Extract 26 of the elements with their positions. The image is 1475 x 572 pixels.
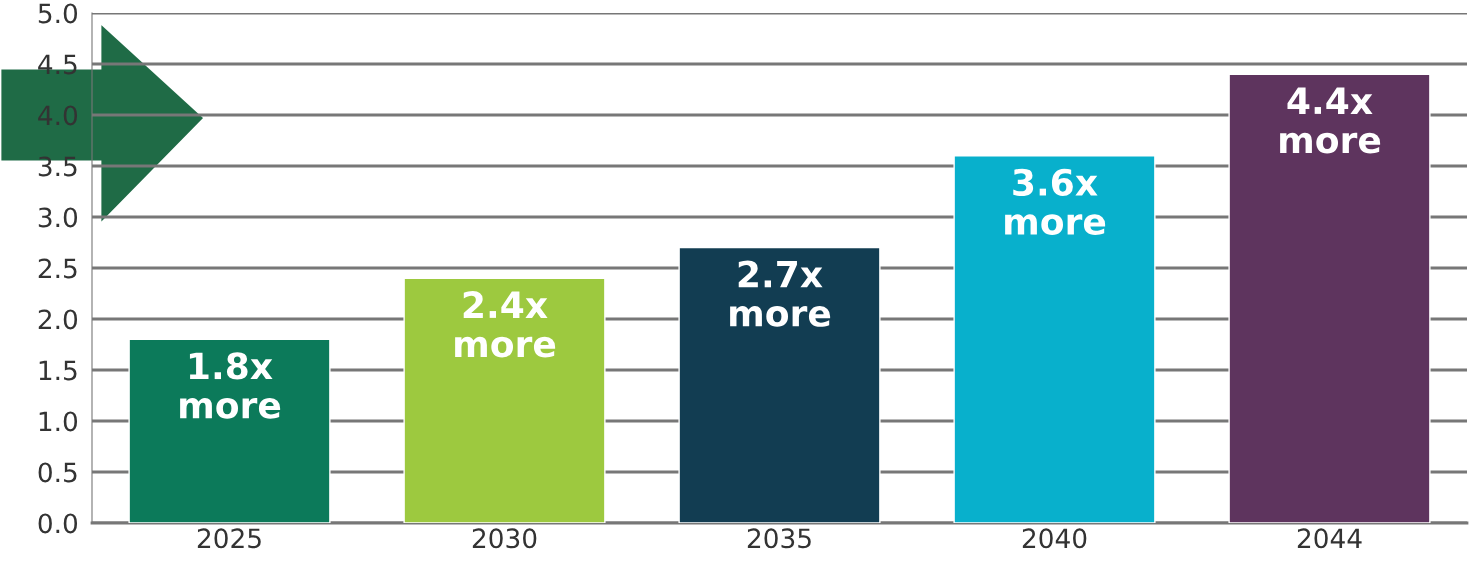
x-tick-label: 2035 (747, 528, 811, 549)
bar (953, 155, 1156, 523)
data-label: 2.7x more (730, 260, 831, 327)
text: 3.0 (38, 207, 78, 228)
data-label: 3.6x more (1005, 168, 1106, 236)
data-label: 4.4x more (1280, 87, 1381, 154)
text: 5.0 (38, 3, 78, 24)
text: 1.5 (39, 360, 77, 381)
text: 2.5 (38, 258, 77, 279)
text: 2.0 (38, 309, 78, 330)
text: 1.0 (39, 411, 78, 432)
text: 0.5 (38, 462, 77, 483)
text: 3.5 (38, 156, 77, 177)
x-tick-label: 2044 (1297, 528, 1362, 549)
x-tick-label: 2040 (1022, 528, 1087, 549)
bar (1228, 73, 1431, 523)
data-label: 2.4x more (455, 291, 556, 358)
x-tick-label: 2030 (472, 528, 537, 549)
text: 4.5 (38, 54, 77, 75)
text: 4.0 (38, 105, 78, 126)
bar (128, 338, 331, 523)
data-label: 1.8x more (180, 352, 281, 419)
x-tick-label: 2025 (197, 528, 261, 549)
text: 0.0 (38, 513, 78, 534)
bar (678, 246, 881, 523)
bar (403, 277, 606, 523)
